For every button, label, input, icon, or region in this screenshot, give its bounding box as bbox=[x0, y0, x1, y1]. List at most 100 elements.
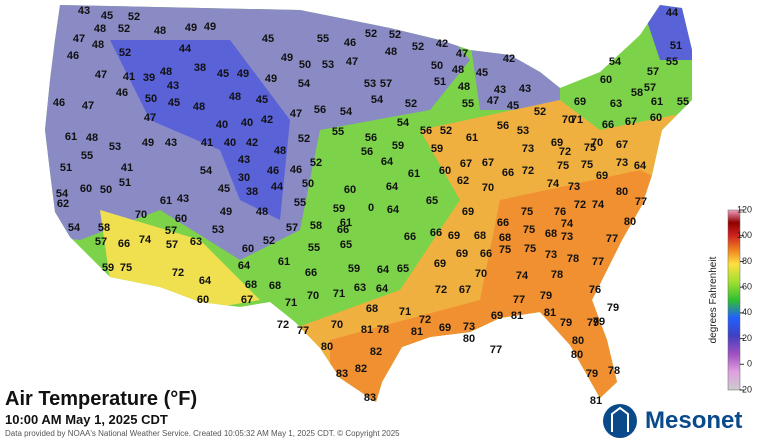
station-value: 64 bbox=[387, 204, 400, 216]
station-value: 45 bbox=[256, 94, 268, 106]
station-value: 43 bbox=[494, 84, 506, 96]
station-value: 74 bbox=[139, 234, 152, 246]
station-value: 46 bbox=[344, 37, 356, 49]
station-value: 56 bbox=[365, 132, 377, 144]
station-value: 50 bbox=[299, 59, 311, 71]
station-value: 53 bbox=[364, 78, 376, 90]
station-value: 46 bbox=[67, 50, 79, 62]
station-value: 74 bbox=[561, 218, 574, 230]
station-value: 52 bbox=[118, 23, 130, 35]
station-value: 38 bbox=[246, 186, 258, 198]
station-value: 52 bbox=[534, 106, 546, 118]
station-value: 77 bbox=[606, 233, 618, 245]
station-value: 78 bbox=[608, 365, 620, 377]
station-value: 61 bbox=[340, 217, 352, 229]
station-value: 67 bbox=[616, 139, 628, 151]
station-value: 66 bbox=[497, 217, 509, 229]
station-value: 59 bbox=[102, 262, 114, 274]
station-value: 80 bbox=[321, 341, 333, 353]
station-value: 66 bbox=[602, 119, 614, 131]
station-value: 80 bbox=[624, 216, 636, 228]
colorbar bbox=[727, 209, 741, 391]
station-value: 64 bbox=[238, 260, 251, 272]
station-value: 46 bbox=[290, 164, 302, 176]
station-value: 59 bbox=[333, 203, 345, 215]
station-value: 54 bbox=[298, 78, 311, 90]
station-value: 69 bbox=[448, 230, 460, 242]
station-value: 44 bbox=[666, 7, 679, 19]
station-value: 67 bbox=[460, 158, 472, 170]
station-value: 54 bbox=[340, 106, 353, 118]
station-value: 71 bbox=[399, 306, 411, 318]
station-value: 64 bbox=[377, 264, 390, 276]
station-value: 80 bbox=[463, 333, 475, 345]
station-value: 81 bbox=[361, 324, 373, 336]
station-value: 61 bbox=[65, 131, 77, 143]
station-value: 69 bbox=[456, 248, 468, 260]
station-value: 71 bbox=[333, 288, 345, 300]
station-value: 45 bbox=[476, 67, 488, 79]
station-value: 71 bbox=[571, 114, 583, 126]
station-value: 60 bbox=[650, 112, 662, 124]
station-value: 47 bbox=[290, 108, 302, 120]
station-value: 48 bbox=[458, 81, 470, 93]
station-value: 71 bbox=[285, 297, 297, 309]
station-value: 41 bbox=[123, 71, 135, 83]
station-value: 47 bbox=[144, 112, 156, 124]
station-value: 45 bbox=[101, 10, 113, 22]
station-value: 43 bbox=[519, 83, 531, 95]
station-value: 83 bbox=[364, 392, 376, 404]
station-value: 77 bbox=[592, 256, 604, 268]
station-value: 49 bbox=[142, 137, 154, 149]
station-value: 70 bbox=[475, 268, 487, 280]
station-value: 48 bbox=[160, 66, 172, 78]
station-value: 55 bbox=[666, 56, 678, 68]
station-value: 64 bbox=[199, 275, 212, 287]
station-value: 77 bbox=[490, 344, 502, 356]
station-value: 50 bbox=[302, 178, 314, 190]
station-value: 78 bbox=[567, 253, 579, 265]
station-value: 77 bbox=[513, 294, 525, 306]
station-value: 74 bbox=[547, 178, 560, 190]
station-value: 69 bbox=[551, 137, 563, 149]
station-value: 68 bbox=[545, 228, 557, 240]
station-value: 30 bbox=[238, 172, 250, 184]
colorbar-tick-label: 0 bbox=[747, 359, 752, 369]
station-value: 58 bbox=[631, 87, 643, 99]
station-value: 60 bbox=[600, 74, 612, 86]
station-value: 42 bbox=[436, 38, 448, 50]
station-value: 54 bbox=[609, 56, 622, 68]
station-value: 47 bbox=[95, 69, 107, 81]
station-value: 45 bbox=[217, 68, 229, 80]
station-value: 47 bbox=[456, 48, 468, 60]
station-value: 81 bbox=[544, 307, 556, 319]
station-value: 54 bbox=[56, 188, 69, 200]
station-value: 50 bbox=[431, 60, 443, 72]
station-value: 75 bbox=[557, 160, 569, 172]
station-value: 72 bbox=[522, 165, 534, 177]
station-value: 53 bbox=[109, 141, 121, 153]
station-value: 59 bbox=[392, 140, 404, 152]
logo: Mesonet bbox=[603, 404, 742, 438]
station-value: 50 bbox=[100, 184, 112, 196]
station-value: 61 bbox=[651, 96, 663, 108]
station-value: 81 bbox=[411, 326, 423, 338]
station-value: 55 bbox=[317, 33, 329, 45]
station-value: 45 bbox=[168, 97, 180, 109]
station-value: 48 bbox=[193, 101, 205, 113]
colorbar-tick-label: -20 bbox=[739, 384, 752, 394]
station-value: 66 bbox=[337, 224, 349, 236]
station-value: 57 bbox=[165, 225, 177, 237]
station-value: 53 bbox=[517, 125, 529, 137]
station-value: 42 bbox=[246, 137, 258, 149]
station-value: 67 bbox=[625, 116, 637, 128]
station-value: 80 bbox=[572, 335, 584, 347]
station-value: 66 bbox=[118, 238, 130, 250]
station-value: 52 bbox=[405, 98, 417, 110]
station-value: 49 bbox=[281, 52, 293, 64]
station-value: 52 bbox=[412, 41, 424, 53]
station-value: 73 bbox=[568, 181, 580, 193]
station-value: 75 bbox=[499, 244, 511, 256]
station-value: 58 bbox=[310, 220, 322, 232]
